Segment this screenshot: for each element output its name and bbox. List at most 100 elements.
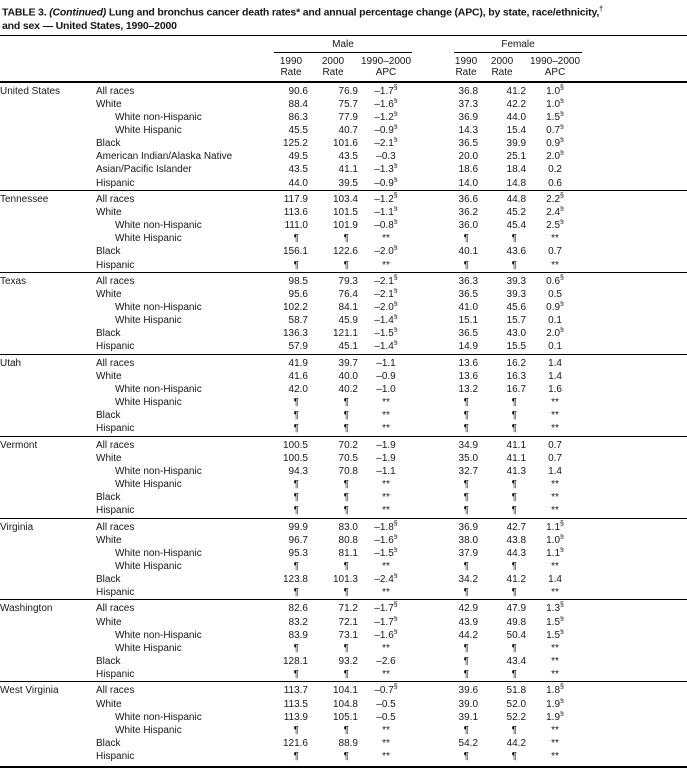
row-filler — [584, 724, 687, 737]
rate-cell: 81.1 — [338, 547, 358, 559]
rate-cell: 43.6 — [506, 246, 527, 258]
apc-cell: –1.6§ — [374, 533, 398, 546]
header-gap — [414, 53, 454, 67]
row-filler — [584, 163, 687, 176]
rate-cell: 36.3 — [454, 271, 479, 288]
table-row: White 113.5 104.8 –0.5 39.0 52.0 1.9§ — [0, 698, 687, 711]
apc-cell: –1.9 — [358, 435, 415, 452]
significance-marker: § — [393, 314, 398, 321]
header-gap — [414, 66, 455, 83]
column-gap — [414, 259, 454, 273]
race-ethnicity-cell: White — [96, 698, 122, 710]
column-gap — [414, 681, 455, 698]
apc-cell: ** — [551, 397, 559, 409]
apc-cell: 0.5 — [548, 288, 562, 300]
race-ethnicity-cell: White non-Hispanic — [115, 711, 202, 723]
rate-cell: 80.8 — [338, 534, 358, 546]
apc-cell: –2.1§ — [358, 271, 415, 288]
rate-cell: ¶ — [293, 423, 299, 435]
row-filler — [584, 668, 687, 682]
significance-marker: § — [393, 301, 398, 308]
race-ethnicity-cell: Black — [96, 410, 121, 422]
rate-cell: 44.2 — [506, 738, 527, 749]
apc-cell: ** — [551, 233, 559, 245]
race-ethnicity-cell: White Hispanic — [115, 560, 182, 572]
apc-cell: –0.5 — [376, 711, 396, 723]
rate-cell: 117.9 — [274, 189, 308, 206]
apc-cell: –0.8§ — [374, 219, 398, 232]
significance-marker: § — [560, 615, 564, 623]
apc-cell: ** — [551, 724, 559, 736]
significance-marker: § — [393, 219, 398, 226]
column-gap — [414, 98, 454, 111]
rate-cell: ¶ — [293, 410, 299, 422]
state-cell — [0, 98, 96, 111]
table-row: White Hispanic 45.5 40.7 –0.9§ 14.3 15.4 0.7§ — [0, 124, 687, 137]
race-ethnicity-cell: All races — [96, 517, 274, 534]
significance-marker: § — [560, 697, 564, 705]
column-gap — [414, 150, 454, 163]
rate-cell: 113.7 — [274, 681, 308, 698]
rate-cell: 41.1 — [338, 164, 358, 176]
significance-marker: § — [393, 110, 398, 118]
rate-cell: 95.3 — [288, 547, 308, 559]
apc-cell: –0.7§ — [358, 681, 415, 698]
rate-cell: 57.9 — [288, 341, 308, 353]
rate-cell: ¶ — [343, 669, 349, 681]
state-cell — [0, 232, 96, 245]
table-row: Hispanic ¶ ¶ ** ¶ ¶ ** — [0, 668, 687, 682]
column-gap — [414, 452, 454, 465]
table-row: White Hispanic ¶ ¶ ** ¶ ¶ ** — [0, 478, 687, 491]
apc-cell: 0.6 — [548, 177, 562, 189]
rate-cell: 36.9 — [454, 517, 479, 534]
rate-cell: 44.8 — [478, 189, 527, 206]
apc-cell: 2.0§ — [546, 327, 564, 340]
state-cell — [0, 370, 96, 383]
column-gap — [414, 232, 454, 245]
state-cell: Virginia — [0, 517, 96, 534]
apc-cell: 1.9§ — [546, 697, 564, 710]
rate-cell: 40.0 — [338, 370, 358, 382]
apc-cell: ** — [551, 259, 559, 271]
race-ethnicity-cell: All races — [96, 599, 274, 616]
row-filler — [584, 353, 687, 370]
male-rate-header: Rate — [274, 66, 308, 83]
state-cell — [0, 259, 96, 273]
state-cell — [0, 750, 96, 769]
race-ethnicity-cell: Hispanic — [96, 177, 135, 189]
state-cell — [0, 737, 96, 750]
table-row: White 88.4 75.7 –1.6§ 37.3 42.2 1.0§ — [0, 98, 687, 111]
rate-cell: ¶ — [293, 479, 299, 491]
table-row: White 95.6 76.4 –2.1§ 36.5 39.3 0.5 — [0, 288, 687, 301]
row-filler — [584, 137, 687, 150]
race-ethnicity-cell: All races — [96, 189, 274, 206]
row-filler — [584, 219, 687, 232]
rate-cell: ¶ — [343, 587, 349, 599]
male-2000-header: 2000 — [321, 55, 345, 67]
row-filler — [584, 111, 687, 124]
race-ethnicity-cell: White non-Hispanic — [115, 547, 202, 559]
rate-cell: ¶ — [463, 669, 470, 681]
apc-cell: –1.8§ — [358, 517, 415, 534]
race-ethnicity-cell: White Hispanic — [115, 642, 182, 654]
significance-marker: § — [560, 110, 564, 118]
table-row: Hispanic ¶ ¶ ** ¶ ¶ ** — [0, 586, 687, 600]
header-filler — [584, 66, 687, 83]
row-filler — [584, 288, 687, 301]
column-gap — [414, 111, 454, 124]
male-group-header: Male — [274, 36, 414, 53]
rate-cell: 39.0 — [458, 698, 479, 710]
rate-cell: 104.1 — [308, 681, 358, 698]
rate-cell: 44.3 — [506, 547, 527, 559]
rate-cell: 94.3 — [288, 465, 308, 477]
rate-cell: ¶ — [343, 642, 349, 654]
table-row: American Indian/Alaska Native 49.5 43.5 –0.… — [0, 150, 687, 163]
rate-cell: 20.0 — [458, 151, 479, 163]
rate-cell: 41.6 — [288, 370, 308, 382]
apc-cell: 0.1 — [548, 315, 562, 327]
row-filler — [584, 340, 687, 354]
rate-cell: 136.3 — [282, 328, 308, 340]
column-gap — [414, 422, 454, 436]
significance-marker: § — [560, 192, 564, 200]
significance-marker: § — [560, 219, 564, 226]
